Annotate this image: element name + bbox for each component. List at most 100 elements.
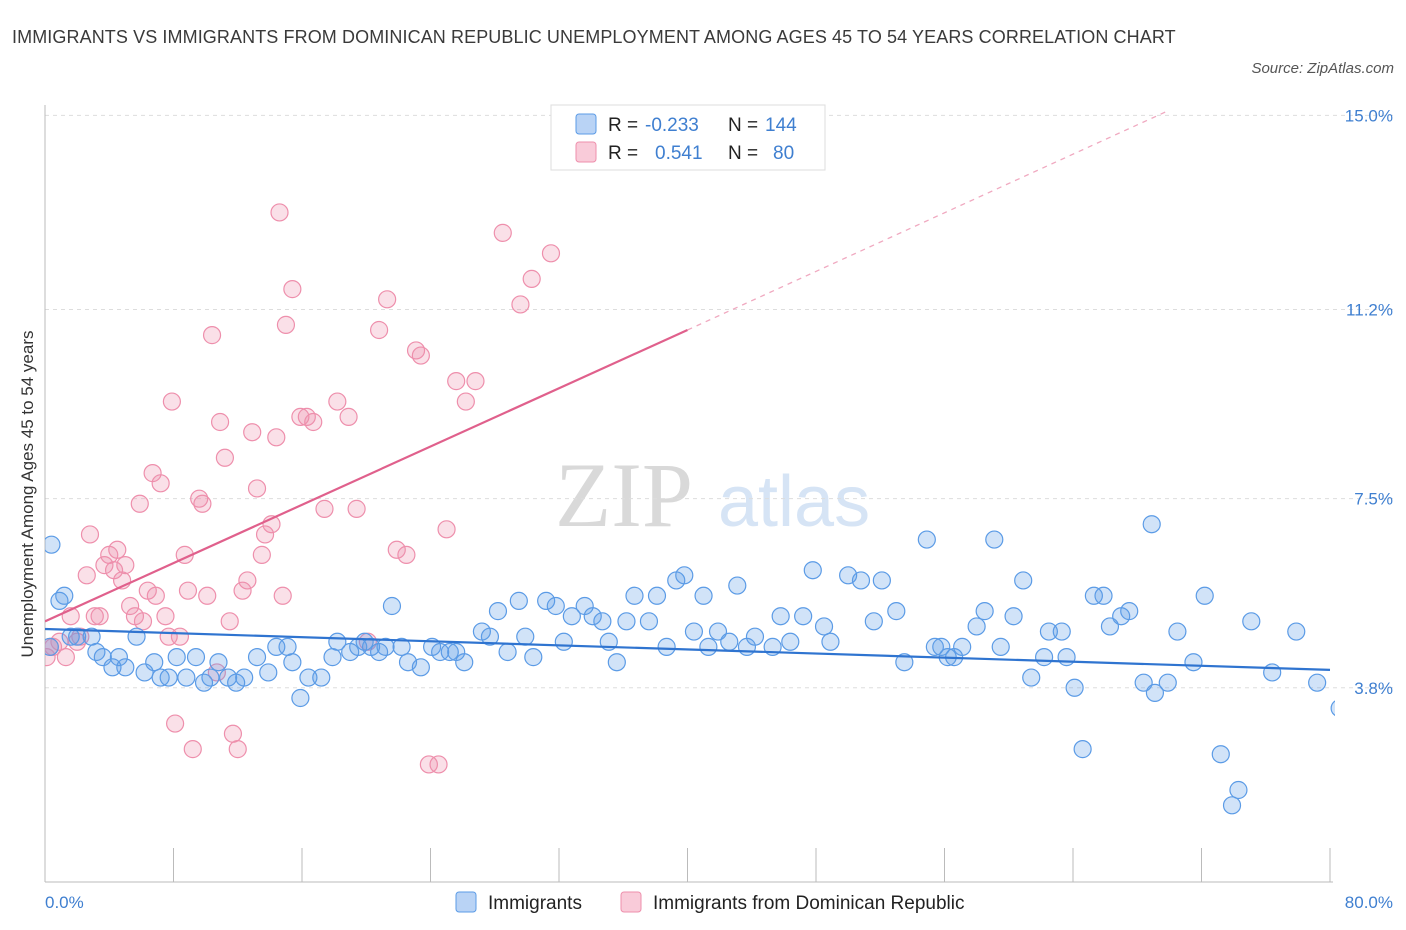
immigrants-point-59 — [546, 596, 565, 616]
dominican-point-59 — [315, 499, 334, 518]
dominican-point-49 — [255, 525, 275, 544]
y-tick-label-3: 15.0% — [1345, 106, 1393, 125]
immigrants-point-16 — [159, 668, 178, 687]
bottom-legend-swatch-dominican — [620, 891, 642, 913]
immigrants-point-54 — [498, 642, 517, 662]
dominican-point-9 — [80, 525, 100, 544]
dominican-point-42 — [223, 724, 243, 743]
dominican-point-75 — [466, 372, 485, 391]
dominican-point-32 — [178, 581, 198, 600]
legend-swatch-dominican — [575, 141, 597, 163]
dominican-point-61 — [339, 407, 358, 426]
dominican-point-39 — [210, 412, 230, 432]
immigrants-point-136 — [1365, 761, 1382, 778]
dominican-point-17 — [116, 556, 135, 575]
immigrants-point-57 — [524, 648, 543, 667]
immigrants-point-66 — [607, 653, 626, 672]
immigrants-point-76 — [699, 637, 718, 656]
y-tick-label-2: 11.2% — [1346, 301, 1393, 320]
immigrants-point-95 — [917, 530, 936, 549]
immigrants-point-128 — [1229, 780, 1248, 800]
dominican-point-45 — [238, 571, 257, 590]
legend-n-label-dominican: N = — [728, 143, 758, 164]
immigrants-point-116 — [1100, 617, 1120, 636]
trend-lines — [45, 109, 1331, 671]
immigrants-point-60 — [554, 632, 573, 651]
dominican-point-47 — [247, 479, 267, 498]
dominican-point-58 — [304, 412, 323, 432]
immigrants-point-50 — [455, 653, 474, 672]
immigrants-point-133 — [1330, 700, 1335, 717]
immigrants-point-48 — [440, 642, 459, 662]
bottom-legend-swatch-immigrants — [455, 891, 477, 913]
immigrants-point-120 — [1142, 515, 1161, 534]
immigrants-point-83 — [771, 607, 790, 626]
watermark-atlas: atlas — [718, 462, 870, 542]
immigrants-point-70 — [647, 586, 667, 605]
immigrants-point-122 — [1158, 673, 1177, 692]
immigrants-point-132 — [1308, 673, 1327, 692]
series-dominican-points — [45, 203, 561, 774]
immigrants-point-137 — [1373, 613, 1390, 630]
dominican-point-10 — [85, 607, 104, 626]
dominican-point-44 — [233, 581, 252, 600]
dominican-point-15 — [108, 540, 127, 559]
immigrants-point-124 — [1184, 653, 1203, 672]
legend-swatch-immigrants — [575, 113, 597, 135]
immigrants-point-17 — [167, 648, 186, 667]
immigrants-point-102 — [975, 602, 994, 621]
immigrants-point-41 — [376, 637, 395, 656]
immigrants-point-106 — [1014, 571, 1033, 590]
immigrants-point-53 — [488, 602, 508, 621]
dominican-point-76 — [493, 223, 512, 242]
immigrants-point-130 — [1263, 663, 1282, 682]
immigrants-point-47 — [431, 642, 450, 662]
y-tick-labels: 3.8% 7.5% 11.2% 15.0% — [1345, 106, 1393, 697]
watermark-zip: ZIP — [555, 444, 693, 546]
y-axis-label: Unemployment Among Ages 45 to 54 years — [18, 331, 37, 658]
immigrants-point-138 — [1379, 736, 1396, 753]
legend-n-label-immigrants: N = — [728, 115, 758, 136]
dominican-point-37 — [202, 326, 222, 345]
immigrants-point-58 — [537, 591, 556, 610]
dominican-point-70 — [419, 755, 438, 774]
dominican-point-20 — [130, 494, 149, 513]
legend-r-label-dominican: R = — [608, 143, 638, 164]
immigrants-point-126 — [1211, 745, 1230, 764]
immigrants-point-31 — [291, 688, 310, 708]
dominican-point-29 — [166, 714, 185, 733]
dominican-point-40 — [215, 448, 234, 467]
bottom-legend-label-dominican: Immigrants from Dominican Republic — [653, 893, 965, 914]
immigrants-point-97 — [932, 637, 951, 656]
immigrants-point-56 — [516, 627, 535, 646]
immigrants-point-107 — [1022, 668, 1041, 687]
x-tick-label-max: 80.0% — [1345, 893, 1393, 912]
immigrants-point-112 — [1065, 678, 1084, 697]
immigrants-point-94 — [895, 653, 914, 672]
legend-r-value-dominican: 0.541 — [655, 143, 703, 164]
immigrants-point-5 — [68, 627, 87, 646]
immigrants-point-0 — [45, 637, 59, 656]
immigrants-point-73 — [675, 566, 694, 585]
immigrants-point-108 — [1034, 648, 1054, 667]
immigrants-point-4 — [61, 627, 80, 646]
dominican-point-11 — [90, 607, 109, 626]
source-credit: Source: ZipAtlas.com — [1251, 60, 1394, 77]
immigrants-point-55 — [509, 591, 528, 610]
stats-legend: R = -0.233 N = 144 R = 0.541 N = 80 — [550, 104, 826, 171]
immigrants-point-115 — [1094, 586, 1113, 605]
immigrants-point-27 — [259, 663, 278, 682]
dominican-point-30 — [170, 627, 190, 646]
dominican-point-73 — [447, 372, 466, 391]
dominican-point-52 — [270, 203, 289, 222]
immigrants-point-131 — [1287, 622, 1306, 641]
immigrants-point-18 — [177, 668, 196, 687]
dominican-point-79 — [541, 244, 561, 263]
dominican-point-3 — [50, 632, 69, 651]
dominican-point-4 — [56, 648, 75, 667]
immigrants-point-22 — [209, 653, 228, 672]
immigrants-point-84 — [781, 632, 800, 651]
immigrants-point-29 — [278, 637, 297, 656]
series-legend: Immigrants Immigrants from Dominican Rep… — [455, 891, 965, 914]
